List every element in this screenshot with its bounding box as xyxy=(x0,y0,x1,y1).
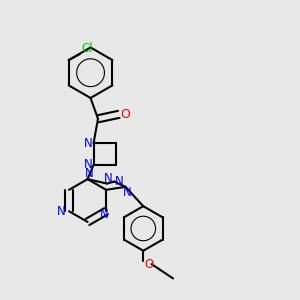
Text: O: O xyxy=(144,258,153,271)
Text: N: N xyxy=(100,208,109,221)
Text: Cl: Cl xyxy=(82,42,93,55)
Text: N: N xyxy=(57,205,66,218)
Text: N: N xyxy=(84,137,93,150)
Text: N: N xyxy=(104,172,113,185)
Text: N: N xyxy=(84,158,93,171)
Text: N: N xyxy=(85,167,93,180)
Text: N: N xyxy=(122,186,131,199)
Text: N: N xyxy=(115,175,124,188)
Text: O: O xyxy=(120,108,130,121)
